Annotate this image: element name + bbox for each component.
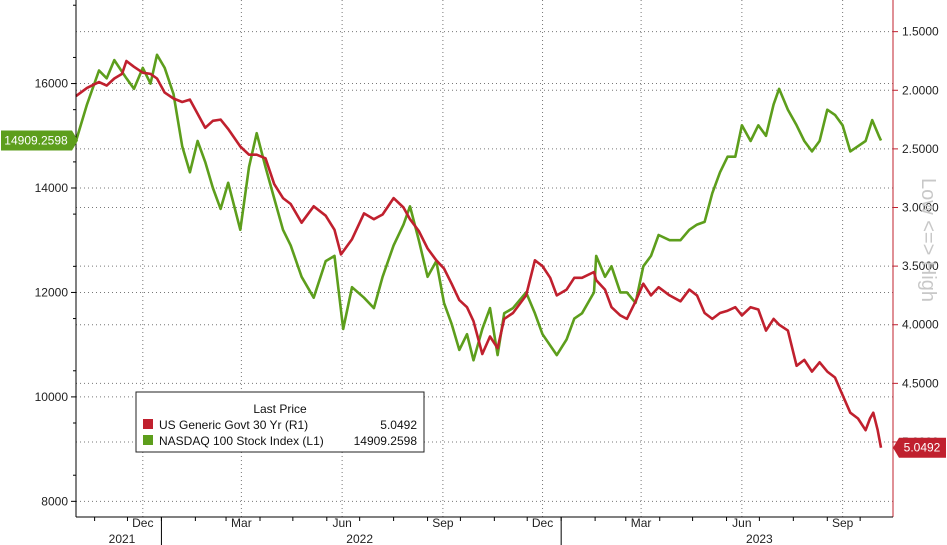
x-tick-label-2: Jun (332, 516, 351, 530)
treasury-yield-line (75, 59, 883, 448)
series-lines (74, 53, 883, 448)
nasdaq-last-value-flag (1, 130, 78, 151)
legend-box (135, 391, 425, 453)
year-label-1: 2022 (346, 532, 373, 545)
right-axis-ticks: 1.5000 2.0000 2.5000 3.0000 3.5000 4.0000 4.50… (893, 25, 939, 449)
left-tick-label-0: 8000 (41, 494, 68, 508)
left-tick-label-3: 14000 (35, 181, 69, 195)
nasdaq-line (74, 53, 883, 362)
x-tick-label-6: Jun (732, 516, 751, 530)
legend-value-treasury: 5.0492 (380, 418, 417, 432)
gridlines (76, 0, 893, 517)
x-tick-label-7: Sep (832, 516, 854, 530)
left-tick-label-1: 10000 (35, 390, 69, 404)
right-tick-label-0: 1.5000 (902, 25, 939, 39)
year-label-0: 2021 (109, 532, 136, 545)
nasdaq-last-value-text: 14909.2598 (4, 134, 68, 148)
right-axis-label: Low <=> High (917, 178, 939, 302)
legend-entry-nasdaq: NASDAQ 100 Stock Index (L1) (159, 434, 324, 448)
x-tick-label-4: Dec (532, 516, 553, 530)
left-tick-label-4: 16000 (35, 77, 69, 91)
left-axis-ticks: 8000 10000 12000 14000 16000 (35, 4, 76, 508)
right-tick-label-1: 2.0000 (902, 83, 939, 97)
right-tick-label-4: 3.5000 (902, 259, 939, 273)
last-value-flags: 14909.2598 5.0492 (1, 130, 946, 458)
legend-swatch-treasury (143, 419, 153, 429)
right-tick-label-6: 4.5000 (902, 376, 939, 390)
x-axis-ticks: Dec Mar Jun Sep Dec Mar Jun Sep 2021 2022 2023 (94, 516, 861, 545)
x-tick-label-0: Dec (132, 516, 153, 530)
x-tick-label-1: Mar (231, 516, 252, 530)
right-tick-label-3: 3.0000 (902, 201, 939, 215)
x-tick-label-5: Mar (631, 516, 652, 530)
legend-title: Last Price (253, 402, 307, 416)
treasury-last-value-flag (893, 437, 946, 458)
legend-swatch-nasdaq (143, 435, 153, 445)
legend-value-nasdaq: 14909.2598 (354, 434, 418, 448)
treasury-last-value-text: 5.0492 (904, 441, 941, 455)
x-tick-label-3: Sep (432, 516, 454, 530)
legend: Last Price US Generic Govt 30 Yr (R1) 5.… (135, 391, 425, 453)
year-label-2: 2023 (746, 532, 773, 545)
right-tick-label-2: 2.5000 (902, 142, 939, 156)
legend-entry-treasury: US Generic Govt 30 Yr (R1) (159, 418, 308, 432)
left-tick-label-2: 12000 (35, 285, 69, 299)
right-tick-label-5: 4.0000 (902, 318, 939, 332)
